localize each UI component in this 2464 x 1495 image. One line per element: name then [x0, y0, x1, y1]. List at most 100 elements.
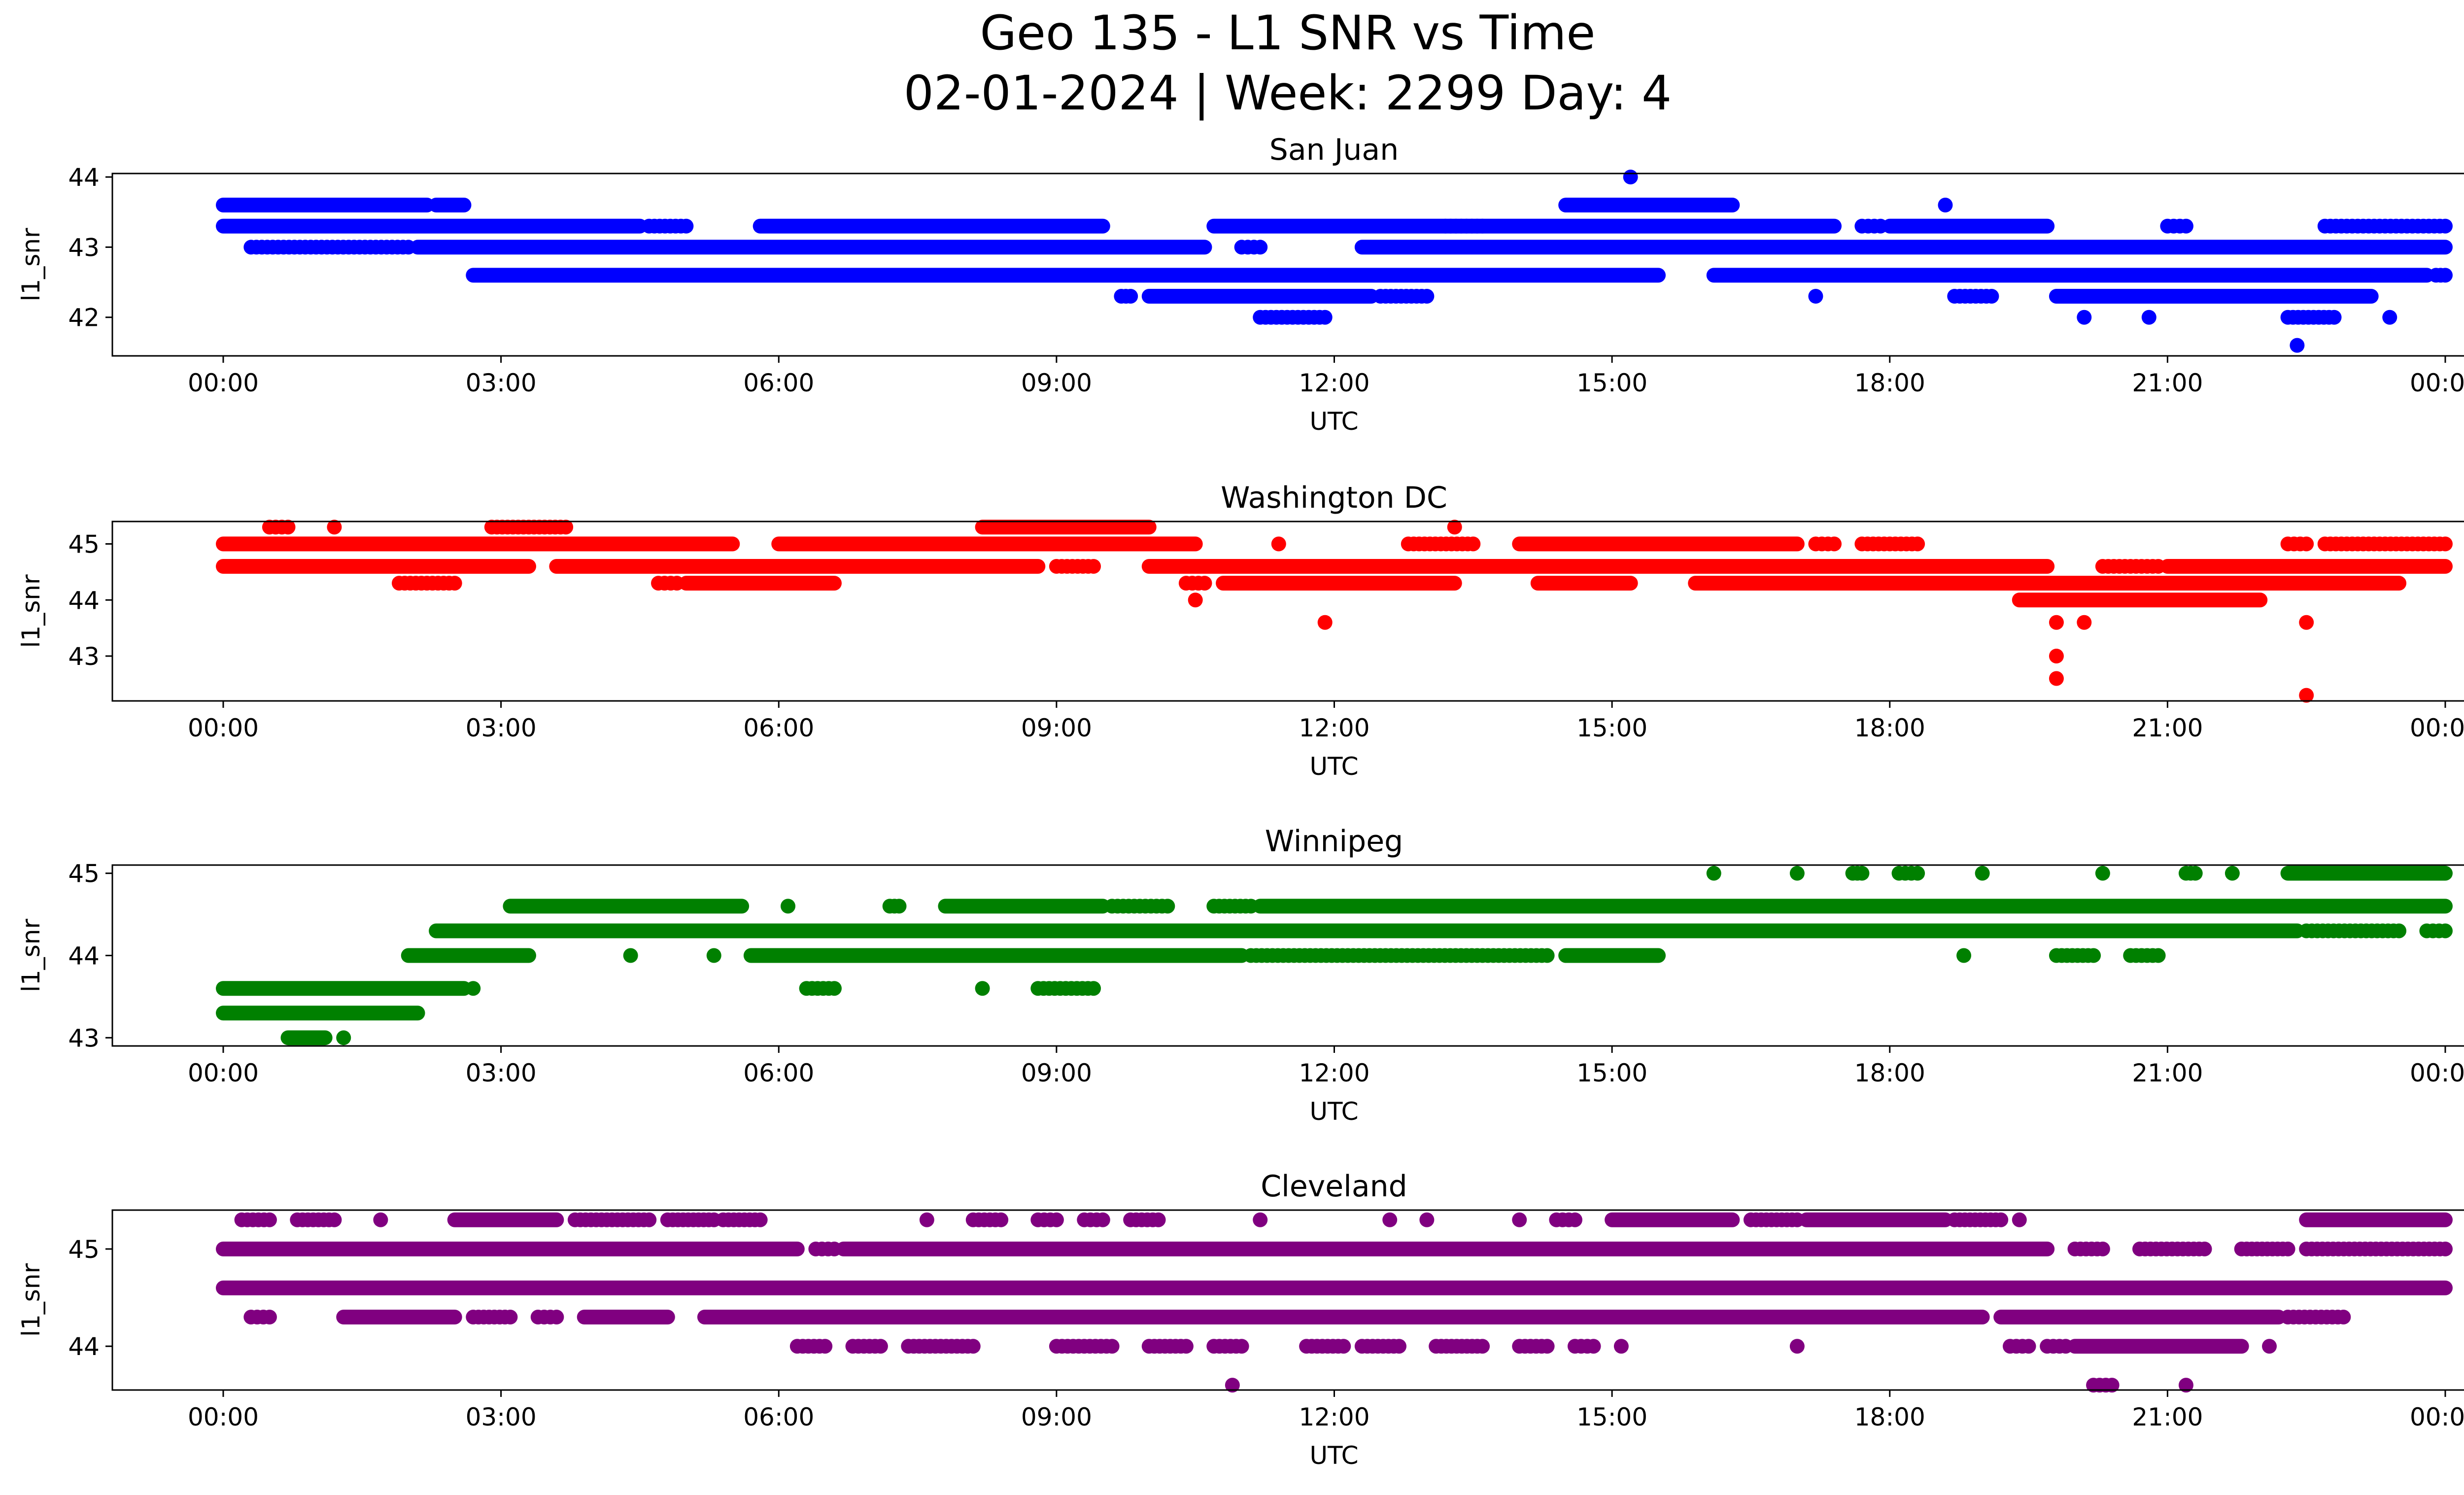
data-point	[2021, 1339, 2036, 1354]
x-tick-label: 18:00	[1854, 1403, 1925, 1431]
x-tick-label: 00:00	[188, 1059, 259, 1087]
x-tick-label: 00:00	[188, 714, 259, 742]
x-tick-label: 00:00	[2410, 1059, 2464, 1087]
data-point	[2049, 671, 2064, 686]
data-point	[1049, 1212, 1064, 1227]
data-point	[447, 576, 462, 591]
x-tick-label: 00:00	[188, 369, 259, 397]
data-point	[1466, 536, 1481, 552]
x-tick-label: 12:00	[1299, 369, 1369, 397]
data-point	[2299, 536, 2314, 552]
subplot-title: Winnipeg	[1265, 824, 1403, 859]
subplot-1: San Juan 00:00 03:00 06:00 09:00 12:00 15:00 18…	[17, 133, 2464, 436]
data-point	[2438, 1241, 2453, 1256]
y-tick-label: 44	[68, 1332, 100, 1361]
data-point	[2178, 1378, 2193, 1393]
data-point	[1789, 866, 1805, 881]
data-point	[1910, 866, 1925, 881]
scatter-series	[216, 1212, 2453, 1393]
data-point	[2262, 1339, 2277, 1354]
data-point	[623, 948, 638, 963]
data-point	[2438, 536, 2453, 552]
data-point	[2095, 866, 2110, 881]
data-point	[1540, 1339, 1555, 1354]
data-point	[447, 198, 462, 213]
data-point	[2438, 218, 2453, 234]
data-point	[503, 1310, 518, 1325]
y-tick-label: 44	[68, 942, 100, 971]
data-point	[2077, 615, 2092, 630]
y-tick-label: 43	[68, 1024, 100, 1052]
data-point	[826, 1241, 842, 1256]
data-point	[1243, 899, 1259, 914]
data-point	[2095, 1241, 2110, 1256]
x-tick-label: 18:00	[1854, 369, 1925, 397]
data-point	[753, 1212, 768, 1227]
data-point	[2049, 649, 2064, 663]
data-point	[2077, 310, 2092, 325]
y-axis-label: l1_snr	[17, 228, 45, 301]
x-tick-label: 18:00	[1854, 714, 1925, 742]
x-tick-label: 00:00	[2410, 369, 2464, 397]
data-point	[993, 1212, 1009, 1227]
x-tick-label: 15:00	[1576, 1059, 1647, 1087]
scatter-series	[216, 866, 2453, 1045]
data-point	[1928, 1310, 1944, 1325]
data-point	[1178, 1339, 1194, 1354]
data-point	[1808, 289, 1823, 304]
subplot-2: Washington DC 00:00 03:00 06:00 09:00 12:00 15…	[17, 481, 2464, 781]
data-point	[2327, 310, 2342, 325]
x-tick-label: 06:00	[743, 1059, 814, 1087]
x-axis-label: UTC	[1309, 1441, 1358, 1470]
x-tick-label: 03:00	[466, 369, 537, 397]
data-point	[549, 1310, 564, 1325]
data-point	[2392, 923, 2407, 939]
data-point	[280, 520, 296, 535]
data-point	[1789, 1212, 1805, 1227]
y-tick-label: 44	[68, 163, 100, 192]
x-tick-label: 06:00	[743, 714, 814, 742]
scatter-series	[216, 520, 2453, 703]
x-tick-label: 21:00	[2132, 1059, 2203, 1087]
data-point	[1160, 899, 1175, 914]
data-point	[2151, 559, 2166, 574]
data-point	[1382, 1212, 1398, 1227]
subplot-title: Cleveland	[1261, 1169, 1407, 1204]
data-point	[1910, 536, 1925, 552]
data-point	[1086, 559, 1101, 574]
x-axis-label: UTC	[1309, 407, 1358, 436]
data-point	[706, 948, 721, 963]
data-point	[642, 1212, 657, 1227]
data-point	[2188, 866, 2203, 881]
data-point	[2336, 1310, 2351, 1325]
x-tick-label: 09:00	[1021, 1059, 1092, 1087]
data-point	[1993, 1212, 2009, 1227]
subplot-4: Cleveland 00:00 03:00 06:00 09:00 12:00 15:00 1…	[17, 1169, 2464, 1470]
data-point	[1827, 536, 1842, 552]
subplot-3: Winnipeg 00:00 03:00 06:00 09:00 12:00 15:00 18…	[17, 824, 2464, 1126]
subplot-title: San Juan	[1269, 133, 1399, 167]
data-point	[1586, 1339, 1601, 1354]
x-tick-label: 03:00	[466, 1059, 537, 1087]
subplot-title: Washington DC	[1221, 481, 1447, 515]
data-point	[466, 981, 481, 996]
data-point	[1567, 1212, 1582, 1227]
data-point	[1234, 1339, 1249, 1354]
data-point	[1253, 240, 1268, 255]
x-tick-label: 21:00	[2132, 714, 2203, 742]
data-point	[327, 520, 342, 535]
data-point	[2438, 268, 2453, 283]
data-point	[1317, 310, 1333, 325]
scatter-series	[216, 170, 2453, 353]
data-point	[1613, 1339, 1629, 1354]
data-point	[1975, 866, 1990, 881]
data-point	[1789, 1339, 1805, 1354]
data-point	[2049, 615, 2064, 630]
figure-title-line1: Geo 135 - L1 SNR vs Time	[980, 5, 1596, 61]
y-axis-label: l1_snr	[17, 574, 45, 648]
data-point	[873, 1339, 888, 1354]
data-point	[1392, 1339, 1407, 1354]
data-point	[2104, 1378, 2120, 1393]
data-point	[1706, 866, 1721, 881]
y-tick-label: 43	[68, 233, 100, 262]
